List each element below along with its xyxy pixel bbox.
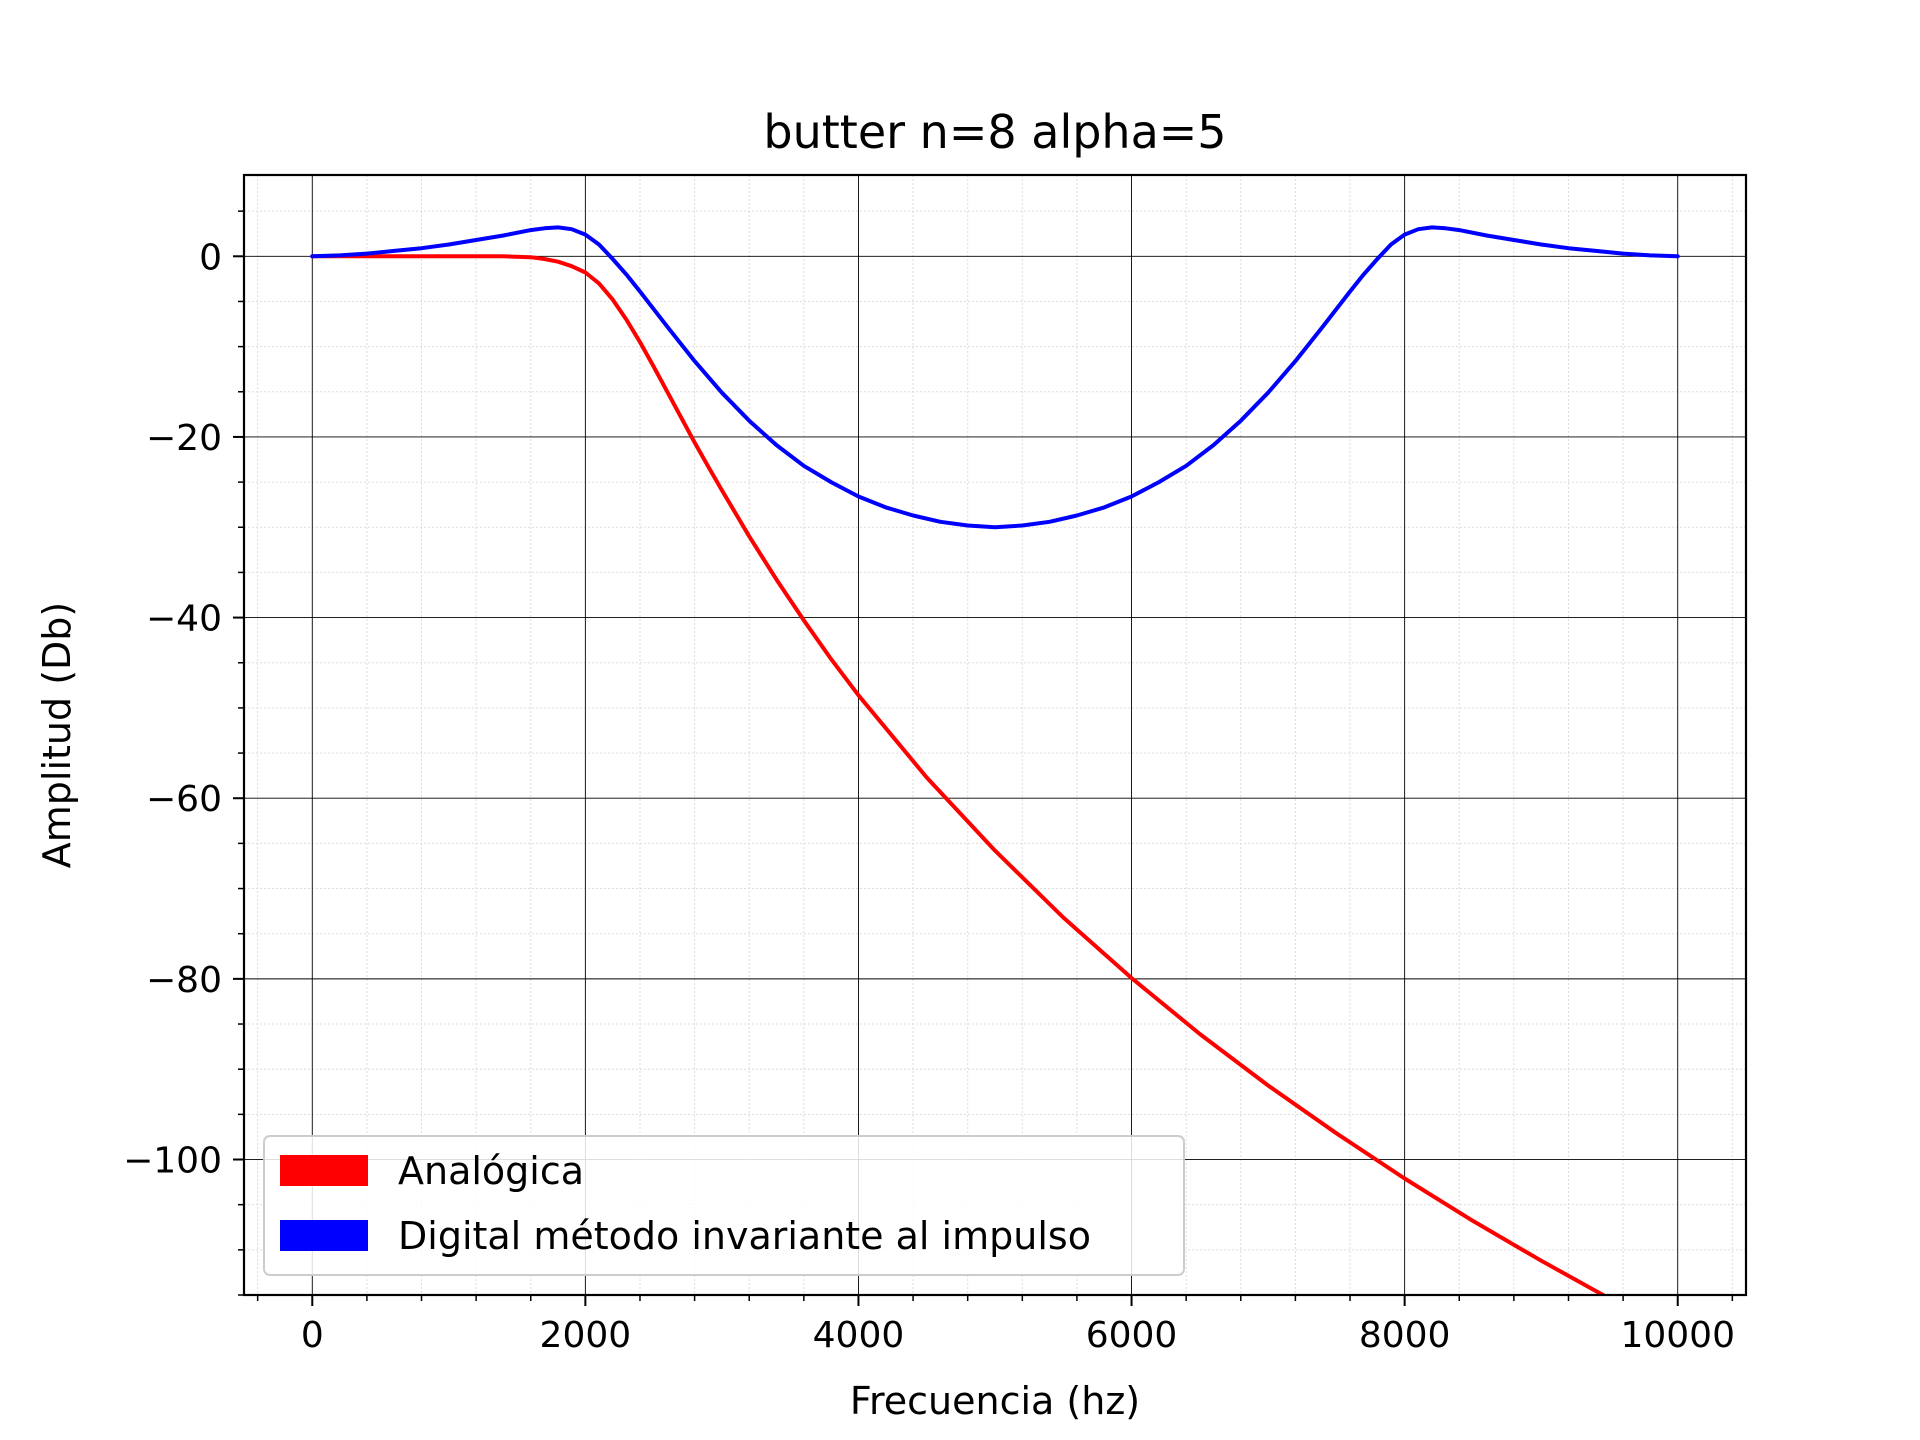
x-axis-label: Frecuencia (hz)	[850, 1379, 1140, 1423]
y-tick-label: −20	[146, 418, 222, 459]
tick-labels: 0 2000 4000 6000 8000 10000 0 −20 −40 −60 −80 −100	[123, 237, 1735, 1356]
x-tick-label: 8000	[1359, 1315, 1451, 1356]
y-tick-label: −40	[146, 599, 222, 640]
x-tick-label: 10000	[1620, 1315, 1735, 1356]
series-line-0	[310, 254, 1608, 1295]
y-tick-label: −80	[146, 960, 222, 1001]
y-axis-label: Amplitud (Db)	[35, 602, 79, 868]
y-tick-label: −60	[146, 779, 222, 820]
x-tick-label: 2000	[540, 1315, 632, 1356]
chart-title: butter n=8 alpha=5	[763, 105, 1226, 159]
legend-label-analogica: Analógica	[398, 1149, 584, 1193]
major-grid	[244, 175, 1746, 1295]
y-tick-label: −100	[123, 1141, 222, 1182]
plot-area-frame	[242, 173, 1748, 1297]
series-line-1	[310, 225, 1680, 530]
series-layer	[310, 225, 1680, 1295]
legend-swatch-digital	[280, 1220, 368, 1251]
legend-box	[263, 1135, 1185, 1276]
y-tick-label: 0	[199, 237, 222, 278]
x-tick-label: 4000	[813, 1315, 905, 1356]
minor-grid	[244, 175, 1746, 1296]
legend-label-digital: Digital método invariante al impulso	[398, 1214, 1091, 1258]
axis-ticks	[233, 210, 1734, 1306]
legend: Analógica Digital método invariante al i…	[263, 1135, 1185, 1276]
legend-swatch-analogica	[280, 1155, 368, 1186]
x-tick-label: 0	[301, 1315, 324, 1356]
x-tick-label: 6000	[1086, 1315, 1178, 1356]
